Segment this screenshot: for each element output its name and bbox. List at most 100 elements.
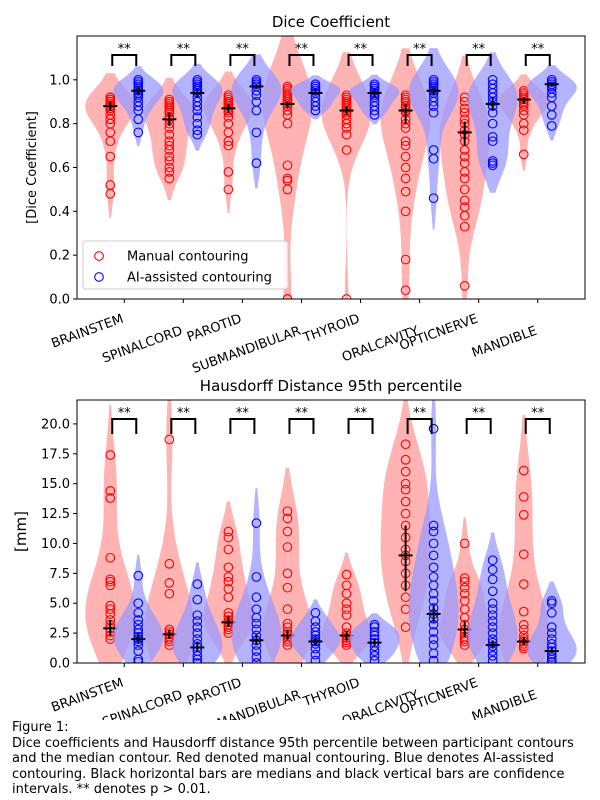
- data-point-ai: [487, 650, 498, 661]
- data-point-manual: [400, 254, 411, 265]
- data-point-manual: [459, 576, 470, 587]
- data-point-manual: [105, 600, 116, 611]
- y-tick-label: 0.0: [49, 657, 70, 672]
- data-point-ai: [428, 550, 439, 561]
- data-point-manual: [223, 184, 234, 195]
- data-point-ai: [428, 107, 439, 118]
- data-point-manual: [223, 584, 234, 594]
- significance-label: **: [295, 42, 309, 57]
- data-point-ai: [428, 145, 439, 155]
- data-point-manual: [341, 294, 352, 299]
- data-point-ai: [428, 423, 439, 434]
- data-point-ai: [192, 129, 203, 140]
- data-point-manual: [459, 221, 470, 232]
- data-point-ai: [251, 592, 262, 603]
- violin-manual-mandible: [498, 414, 549, 663]
- data-point-ai: [546, 607, 557, 618]
- data-point-ai: [192, 579, 203, 589]
- data-point-ai: [251, 646, 262, 656]
- data-point-manual: [164, 434, 175, 445]
- x-tick-label: MANDIBLE: [470, 324, 539, 361]
- significance-label: **: [177, 406, 191, 421]
- data-point-ai: [251, 74, 262, 85]
- data-point-ai: [192, 125, 203, 136]
- data-point-manual: [459, 538, 470, 549]
- y-axis-label: [Dice Coefficient]: [25, 111, 40, 224]
- x-tick-label: PAROTID: [185, 312, 244, 346]
- data-point-manual: [105, 92, 116, 103]
- data-point-manual: [164, 578, 175, 588]
- legend-marker: [94, 272, 104, 282]
- violin-manual-thyroid: [321, 52, 372, 299]
- data-point-manual: [282, 81, 293, 92]
- significance-bracket: [229, 418, 256, 434]
- data-point-ai: [192, 74, 203, 85]
- data-point-ai: [251, 572, 262, 582]
- data-point-ai: [133, 74, 144, 85]
- data-point-manual: [223, 576, 234, 587]
- significance-label: **: [236, 406, 250, 421]
- chart-title: Hausdorff Distance 95th percentile: [200, 377, 462, 395]
- y-tick-label: 20.0: [41, 417, 70, 432]
- y-tick-label: 0.6: [49, 161, 70, 176]
- significance-label: **: [118, 406, 132, 421]
- data-point-ai: [251, 604, 262, 615]
- data-point-ai: [310, 607, 321, 618]
- data-point-ai: [428, 572, 439, 582]
- data-point-ai: [428, 526, 439, 537]
- significance-bracket: [524, 418, 551, 434]
- data-point-manual: [223, 544, 234, 555]
- data-point-ai: [192, 594, 203, 605]
- data-point-ai: [487, 564, 498, 575]
- violin-ai-oralcavity: [408, 48, 459, 230]
- data-point-ai: [428, 520, 439, 531]
- data-point-manual: [400, 186, 411, 197]
- data-point-ai: [487, 118, 498, 129]
- data-point-ai: [133, 598, 144, 609]
- data-point-ai: [487, 628, 498, 638]
- data-point-ai: [428, 627, 439, 637]
- data-point-manual: [105, 493, 116, 503]
- figure-caption: Figure 1: Dice coefficients and Hausdorf…: [12, 720, 592, 798]
- data-point-ai: [487, 610, 498, 621]
- data-point-manual: [223, 526, 234, 537]
- data-point-manual: [223, 140, 234, 151]
- data-point-ai: [487, 555, 498, 566]
- data-point-manual: [518, 491, 529, 502]
- data-point-ai: [487, 79, 498, 90]
- data-point-manual: [282, 173, 293, 184]
- data-point-manual: [400, 136, 411, 147]
- x-tick-label: MANDIBLE: [470, 688, 539, 720]
- data-point-ai: [133, 570, 144, 581]
- data-point-manual: [400, 140, 411, 151]
- data-point-manual: [400, 478, 411, 489]
- data-point-manual: [518, 465, 529, 476]
- x-tick-label: BRAINSTEM: [50, 312, 126, 352]
- data-point-ai: [546, 598, 557, 609]
- data-point-manual: [400, 285, 411, 296]
- data-point-ai: [369, 627, 380, 637]
- data-point-manual: [459, 588, 470, 599]
- data-point-manual: [164, 136, 175, 147]
- y-tick-label: 0.2: [49, 249, 70, 264]
- data-point-manual: [459, 202, 470, 212]
- caption-body: Dice coefficients and Hausdorff distance…: [12, 735, 578, 798]
- data-point-manual: [105, 450, 116, 460]
- data-point-manual: [341, 569, 352, 580]
- data-point-ai: [251, 127, 262, 138]
- data-point-manual: [105, 576, 116, 587]
- data-point-manual: [223, 562, 234, 573]
- violin-ai-parotid: [231, 54, 282, 189]
- x-tick-label: BRAINSTEM: [50, 676, 126, 716]
- data-point-ai: [133, 127, 144, 138]
- data-point-manual: [105, 486, 116, 496]
- data-point-manual: [341, 604, 352, 615]
- y-tick-label: 12.5: [41, 507, 70, 522]
- plot-area: [85, 400, 577, 663]
- data-point-ai: [487, 131, 498, 142]
- significance-bracket: [229, 54, 256, 66]
- significance-label: **: [472, 406, 486, 421]
- caption-heading: Figure 1:: [12, 720, 69, 735]
- significance-bracket: [524, 54, 551, 66]
- data-point-ai: [487, 574, 498, 585]
